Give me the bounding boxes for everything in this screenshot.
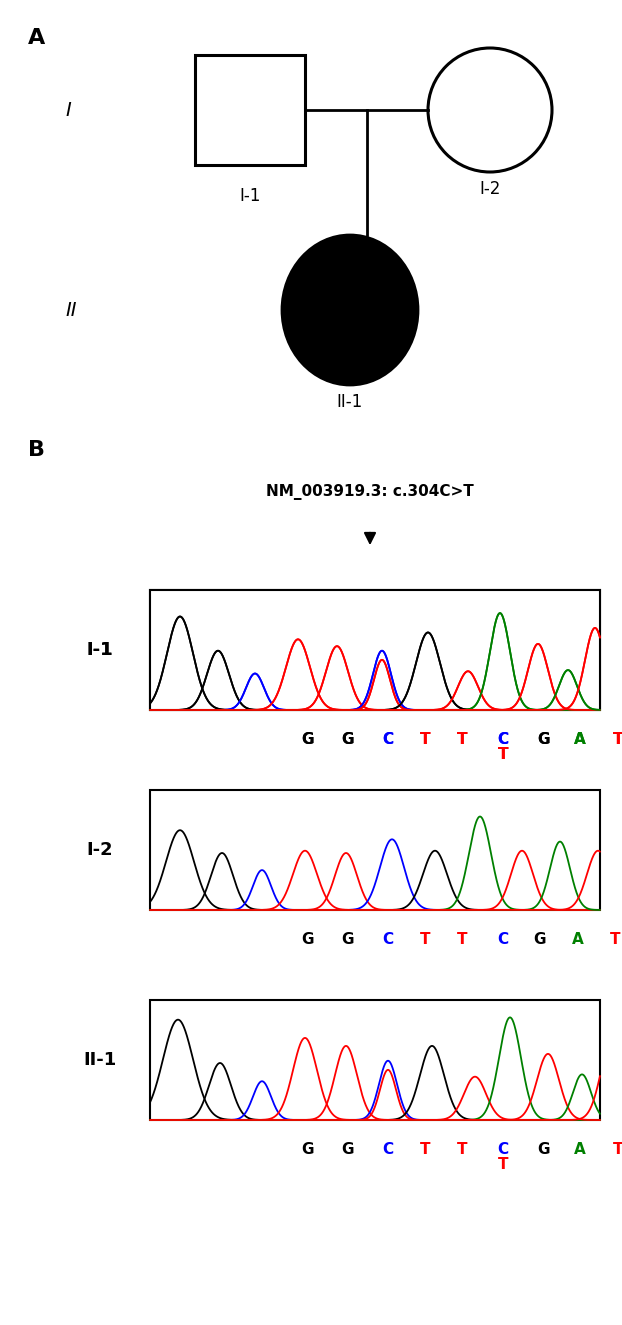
Bar [150,590,600,710]
Text: T: T [420,931,430,947]
Text: A: A [574,1142,586,1157]
Text: G: G [537,1142,549,1157]
Bar [150,790,600,910]
Text: I-2: I-2 [480,180,501,197]
Ellipse shape [282,235,418,386]
Text: G: G [534,931,546,947]
Text: II-1: II-1 [83,1051,117,1069]
Text: G: G [537,731,549,747]
Bar [150,590,600,710]
Text: II-1: II-1 [337,394,363,411]
Text: G: G [302,731,314,747]
Bar [150,1000,600,1120]
Text: T: T [610,931,620,947]
Text: G: G [302,1142,314,1157]
Text: G: G [537,731,549,747]
Text: C: C [498,931,509,947]
Text: T: T [498,1157,508,1173]
Text: G: G [341,731,355,747]
Text: C: C [498,731,509,747]
Text: T: T [613,731,622,747]
Text: T: T [613,1142,622,1157]
Text: G: G [341,731,355,747]
Text: I-2: I-2 [86,841,113,859]
Text: I-1: I-1 [239,187,261,205]
Text: II: II [65,301,77,319]
Text: T: T [420,1142,430,1157]
Text: T: T [498,747,508,762]
Text: I: I [65,101,71,119]
Text: T: T [420,731,430,747]
Text: C: C [498,1142,509,1157]
Text: G: G [341,931,355,947]
Text: C: C [498,731,509,747]
Text: A: A [572,931,584,947]
Text: A: A [28,28,45,48]
Text: T: T [613,731,622,747]
Ellipse shape [428,48,552,172]
Text: I-1: I-1 [86,641,113,659]
Text: C: C [383,731,394,747]
Text: I-1: I-1 [86,641,113,659]
Text: NM_003919.3: c.304C>T: NM_003919.3: c.304C>T [266,484,474,500]
Text: G: G [302,731,314,747]
Text: G: G [302,931,314,947]
Bar [195,56,305,166]
Text: T: T [420,731,430,747]
Text: C: C [383,931,394,947]
Text: T: T [457,731,467,747]
Text: A: A [574,731,586,747]
Text: A: A [574,731,586,747]
Text: T: T [457,731,467,747]
Text: T: T [498,747,508,762]
Text: B: B [28,440,45,460]
Text: G: G [341,1142,355,1157]
Text: T: T [457,931,467,947]
Text: C: C [383,1142,394,1157]
Text: C: C [383,731,394,747]
Text: T: T [457,1142,467,1157]
